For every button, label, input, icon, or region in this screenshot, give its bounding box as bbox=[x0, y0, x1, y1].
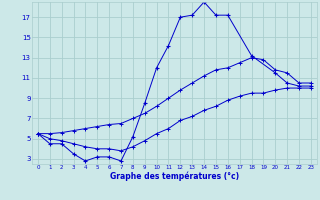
X-axis label: Graphe des températures (°c): Graphe des températures (°c) bbox=[110, 172, 239, 181]
